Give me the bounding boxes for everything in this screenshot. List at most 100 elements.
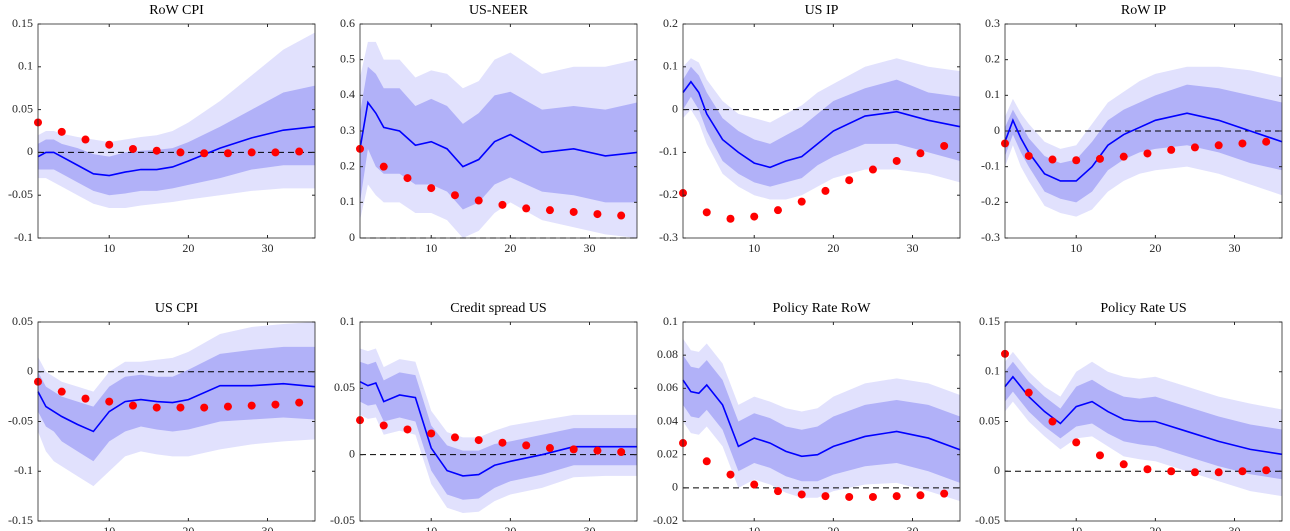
point bbox=[474, 196, 483, 205]
x-tick-label: 30 bbox=[584, 241, 596, 255]
point bbox=[403, 174, 412, 183]
point bbox=[1214, 468, 1223, 477]
y-tick-label: 0.08 bbox=[657, 347, 678, 361]
y-tick-label: 0.3 bbox=[985, 16, 1000, 30]
x-tick-label: 20 bbox=[1149, 524, 1161, 531]
point bbox=[81, 135, 90, 144]
point bbox=[152, 146, 161, 155]
x-tick-label: 30 bbox=[907, 241, 919, 255]
point bbox=[545, 206, 554, 215]
point bbox=[797, 197, 806, 206]
point bbox=[522, 204, 531, 213]
point bbox=[1048, 417, 1057, 426]
point bbox=[821, 492, 830, 501]
x-tick-label: 20 bbox=[182, 241, 194, 255]
x-tick-label: 30 bbox=[1229, 241, 1241, 255]
subplot-title: Policy Rate US bbox=[1100, 301, 1186, 316]
point bbox=[247, 148, 256, 157]
y-tick-label: 0.05 bbox=[12, 101, 33, 115]
point bbox=[105, 140, 114, 149]
subplot-title: Policy Rate RoW bbox=[773, 301, 872, 316]
point bbox=[57, 127, 66, 136]
x-tick-label: 30 bbox=[584, 524, 596, 531]
point bbox=[593, 210, 602, 219]
y-tick-label: 0.02 bbox=[657, 446, 678, 460]
x-tick-label: 10 bbox=[425, 524, 437, 531]
point bbox=[868, 492, 877, 501]
y-tick-label: 0.2 bbox=[663, 16, 678, 30]
point bbox=[750, 480, 759, 489]
median-line bbox=[37, 382, 316, 433]
subplot-title: RoW CPI bbox=[149, 3, 204, 18]
point bbox=[498, 200, 507, 209]
point bbox=[1214, 141, 1223, 150]
y-tick-label: 0.1 bbox=[663, 59, 678, 73]
point bbox=[450, 191, 459, 200]
point bbox=[845, 492, 854, 501]
point bbox=[892, 492, 901, 501]
point bbox=[200, 403, 209, 412]
point bbox=[545, 444, 554, 453]
point bbox=[200, 149, 209, 158]
x-tick-label: 20 bbox=[827, 241, 839, 255]
point bbox=[176, 403, 185, 412]
subplot: US-NEER 0 0.1 0.2 0.3 0.4 0.5 0.6 10 20 30 bbox=[340, 3, 638, 255]
point bbox=[726, 214, 735, 223]
y-tick-label: 0 bbox=[672, 101, 678, 115]
band bbox=[683, 66, 960, 187]
point bbox=[1119, 460, 1128, 469]
point bbox=[916, 149, 925, 158]
point bbox=[569, 445, 578, 454]
point bbox=[940, 141, 949, 150]
subplot-title: US-NEER bbox=[469, 3, 529, 18]
point bbox=[569, 207, 578, 216]
median-line bbox=[359, 100, 638, 168]
point bbox=[1072, 156, 1081, 165]
point bbox=[271, 148, 280, 157]
y-tick-label: -0.2 bbox=[981, 194, 1000, 208]
band bbox=[360, 361, 637, 500]
x-tick-label: 20 bbox=[182, 524, 194, 531]
x-tick-label: 10 bbox=[748, 241, 760, 255]
point bbox=[128, 401, 137, 410]
band bbox=[360, 66, 637, 210]
y-tick-label: 0.3 bbox=[340, 123, 355, 137]
point bbox=[128, 144, 137, 153]
point bbox=[223, 402, 232, 411]
point bbox=[1167, 145, 1176, 154]
axes-frame bbox=[37, 23, 316, 239]
y-tick-label: -0.05 bbox=[330, 513, 355, 527]
point bbox=[1167, 467, 1176, 476]
y-tick-label: 0.15 bbox=[979, 314, 1000, 328]
subplot: RoW CPI -0.1 -0.05 0 0.05 0.1 0.15 10 20 30 bbox=[8, 3, 316, 255]
y-tick-label: -0.05 bbox=[975, 513, 1000, 527]
y-tick-label: 0.05 bbox=[334, 380, 355, 394]
axes-frame bbox=[682, 23, 961, 239]
y-tick-label: 0.4 bbox=[340, 87, 355, 101]
point bbox=[427, 184, 436, 193]
point bbox=[1119, 152, 1128, 161]
x-tick-label: 30 bbox=[1229, 524, 1241, 531]
subplot-title: US CPI bbox=[155, 301, 199, 316]
point bbox=[223, 149, 232, 158]
point bbox=[1024, 388, 1033, 397]
y-tick-label: 0 bbox=[349, 230, 355, 244]
band bbox=[683, 355, 960, 483]
point bbox=[1095, 451, 1104, 460]
y-tick-label: 0.5 bbox=[340, 51, 355, 65]
axes-frame bbox=[359, 321, 638, 522]
x-tick-label: 20 bbox=[504, 241, 516, 255]
point bbox=[773, 487, 782, 496]
y-tick-label: -0.2 bbox=[659, 187, 678, 201]
point bbox=[845, 176, 854, 185]
median-line bbox=[359, 380, 637, 477]
x-tick-label: 10 bbox=[425, 241, 437, 255]
subplot-title: US IP bbox=[805, 3, 839, 18]
point bbox=[1262, 466, 1271, 475]
point bbox=[152, 403, 161, 412]
band bbox=[1005, 361, 1282, 480]
point bbox=[81, 394, 90, 403]
y-tick-label: 0 bbox=[994, 463, 1000, 477]
